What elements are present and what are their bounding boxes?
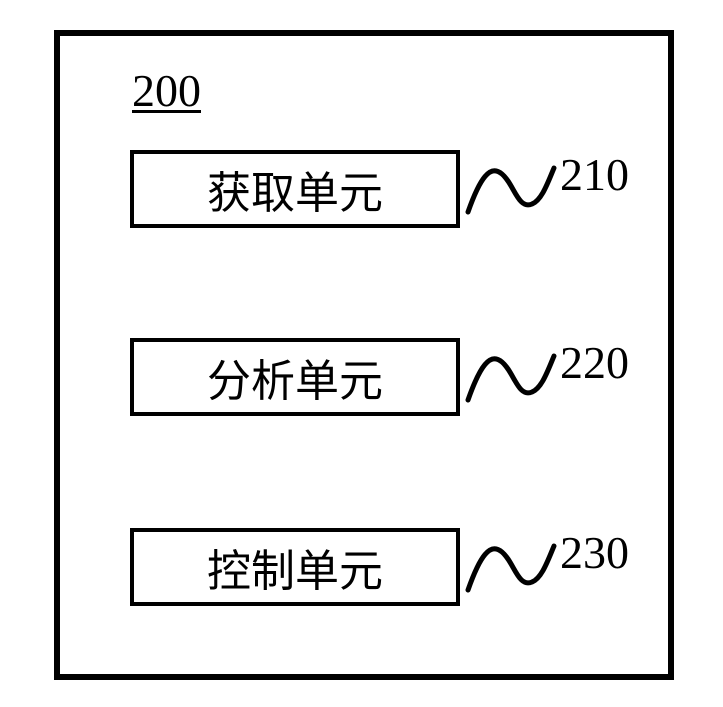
unit-box-label: 分析单元 xyxy=(207,345,383,409)
leader-squiggle xyxy=(462,348,558,408)
unit-box-label: 获取单元 xyxy=(207,157,383,221)
diagram-root: 200 获取单元 210 分析单元 220 控制单元 230 xyxy=(0,0,723,707)
unit-box-control: 控制单元 xyxy=(130,528,460,606)
unit-box-acquire: 获取单元 xyxy=(130,150,460,228)
ref-label-control: 230 xyxy=(560,526,629,579)
leader-squiggle xyxy=(462,160,558,220)
unit-box-label: 控制单元 xyxy=(207,535,383,599)
unit-box-analyze: 分析单元 xyxy=(130,338,460,416)
ref-label-acquire: 210 xyxy=(560,148,629,201)
leader-squiggle xyxy=(462,538,558,598)
ref-label-analyze: 220 xyxy=(560,336,629,389)
diagram-title: 200 xyxy=(132,64,201,117)
